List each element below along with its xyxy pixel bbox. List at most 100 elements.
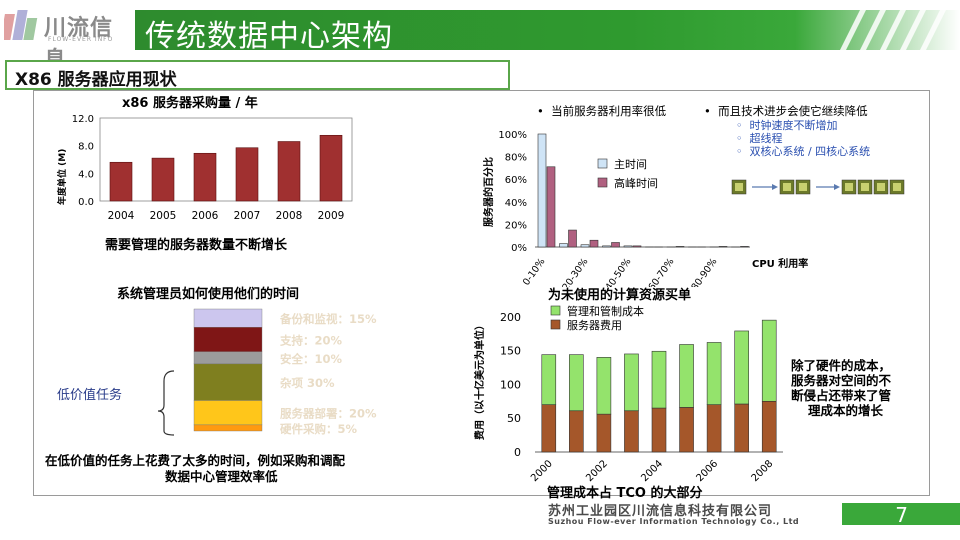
x-tick-label: 2006 [192,210,219,222]
stacked-bar [651,350,667,409]
logo-mark-icon [0,10,38,40]
dual-cpu-chip-icon [779,179,811,195]
bullet-text-2: 而且技术进步会使它继续降低 [718,104,868,118]
x-tick-label: 2002 [584,458,610,484]
time-chart-caption-2: 数据中心管理效率低 [165,469,278,484]
bar [675,246,685,248]
y-tick-label: 0% [511,243,527,254]
x-tick-label: 60-70% [646,256,676,287]
cpu-chips-diagram [731,179,905,195]
title-bar: 传统数据中心架构 [135,10,960,54]
section-heading-box: X86 服务器应用现状 [5,60,510,90]
legend-label: 管理和管制成本 [567,304,644,318]
stacked-bar [651,407,667,453]
brace-icon [157,370,175,436]
legend-swatch [550,319,561,330]
stacked-bar [596,413,612,453]
bar [580,244,590,248]
legend-swatch [597,158,608,169]
x-tick-label: 80-90% [689,256,719,287]
x-tick-label: 2008 [276,210,303,222]
legend-label: 主时间 [614,158,647,171]
stacked-segment [193,308,263,328]
purchase-chart: 0.0 4.0 8.0 12.0 2004 2005 2006 2007 2008 2009 [72,114,353,222]
stacked-bar [569,410,584,453]
bar [632,245,642,248]
y-tick-label: 12.0 [72,114,94,125]
logo-text-en: FLOW-EVER INFO [48,36,114,43]
time-chart-title: 系统管理员如何使用他们的时间 [117,287,300,302]
cost-chart: 费用（以十亿美元为单位） 0 50 100 150 200 2000 2002 2004 2006… [473,304,783,500]
stacked-bar [569,354,584,412]
stacked-bar [679,407,694,453]
time-chart: 备份和监视：15% 支持：20% 安全：10% 杂项 30% 服务器部署：20%硬件采购… [157,308,377,436]
segment-label: 硬件采购：5% [280,422,358,436]
bar [546,166,556,248]
bar [109,161,133,202]
y-tick-label: 8.0 [78,142,94,153]
purchase-chart-title: x86 服务器采购量 / 年 [122,96,258,111]
plot-area [99,117,353,202]
page-number: 7 [895,503,908,527]
stacked-bar [596,357,612,415]
decorative-stripes-icon [840,10,946,50]
bar [611,242,620,248]
stacked-bar [761,319,777,402]
y-axis-label: 费用（以十亿美元为单位） [473,320,486,440]
bar [568,229,577,248]
y-axis-label: 服务器的百分比 [482,157,495,227]
company-logo: 川流信息 FLOW-EVER INFO [0,8,132,73]
bar [718,246,728,248]
y-tick-label: 100 [500,378,521,391]
cost-chart-caption: 管理成本占 TCO 的大部分 [547,485,703,500]
segment-label: 杂项 30% [280,376,335,390]
cpu-chip-icon [731,179,747,195]
quad-cpu-chip-icon [841,179,905,195]
stacked-bar [541,404,557,453]
legend-swatch [597,177,608,188]
y-tick-label: 0.0 [78,197,94,208]
x-tick-label: 40-50% [603,256,633,287]
bar [277,141,301,202]
bar [559,243,568,248]
x-tick-label: 2004 [639,458,665,484]
sub-bullet-2: ◦ 超线程 [736,132,783,145]
bar [537,133,547,248]
time-chart-caption-1: 在低价值的任务上花费了太多的时间，例如采购和调配 [45,453,346,468]
util-chart-caption: 为未使用的计算资源买单 [548,288,692,303]
y-tick-label: 50 [507,412,521,425]
x-tick-label: 2000 [529,458,555,484]
x-tick-label: 2004 [108,210,135,222]
x-tick-label: 2009 [318,210,345,222]
header: 川流信息 FLOW-EVER INFO 传统数据中心架构 [0,0,960,73]
y-tick-label: 80% [505,153,527,164]
stacked-segment [193,363,263,401]
segment-label: 安全：10% [280,352,343,366]
y-tick-label: 40% [505,198,527,209]
stacked-bar [734,403,749,453]
bar [740,246,749,248]
cost-note-2: 服务器对空间的不 [791,373,892,388]
stacked-bar [734,330,749,405]
bullet-point-1: • 当前服务器利用率很低 [537,104,667,118]
cost-note-1: 除了硬件的成本， [791,358,892,373]
stacked-segment [193,424,263,432]
stacked-bar [706,342,722,405]
segment-label: 服务器部署：20% [280,407,377,421]
stacked-segment [193,327,263,352]
bar [623,245,633,248]
stacked-segment [193,400,263,426]
bar [589,239,599,248]
bar [151,157,175,202]
x-tick-label: 0-10% [521,256,548,287]
y-tick-label: 200 [500,311,521,324]
page-number-box: 7 [842,503,960,527]
stacked-bar [679,344,694,408]
legend-label: 高峰时间 [614,176,658,190]
section-heading: X86 服务器应用现状 [15,70,177,90]
footer-company-en: Suzhou Flow-ever Information Technology … [548,517,800,526]
x-tick-label: 2007 [234,210,261,222]
y-tick-label: 0 [514,446,521,459]
stacked-bar [624,353,639,412]
stacked-segment [193,351,263,365]
